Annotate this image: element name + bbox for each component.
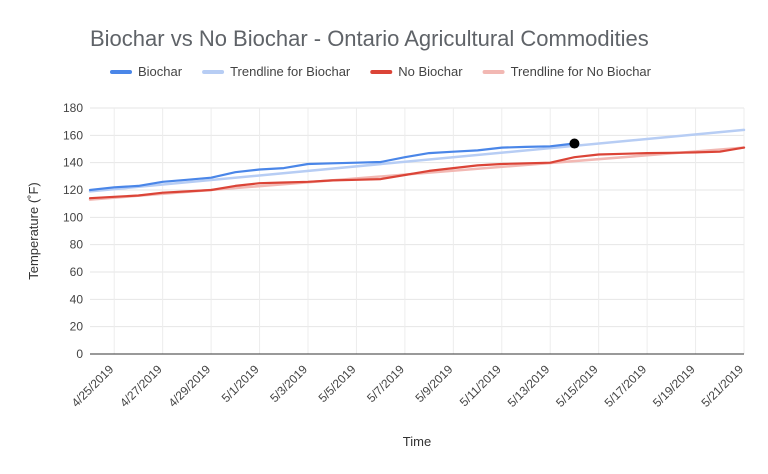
x-tick-label: 5/9/2019 [413, 362, 456, 405]
y-tick-label: 140 [63, 156, 83, 170]
series-line-biochar [88, 142, 576, 192]
y-axis-ticks: 0 20 40 60 80 100 120 140 160 180 [63, 101, 83, 361]
x-axis-title: Time [403, 434, 431, 449]
x-tick-label: 5/3/2019 [267, 362, 310, 405]
y-tick-label: 180 [63, 101, 83, 115]
legend-item: Trendline for Biochar [230, 64, 351, 79]
y-axis-title: Temperature (˚F) [26, 182, 41, 280]
x-tick-label: 4/27/2019 [117, 362, 165, 410]
y-tick-label: 60 [70, 265, 84, 279]
y-tick-label: 0 [76, 347, 83, 361]
series-layer [88, 128, 746, 201]
trendline-biochar [88, 128, 746, 193]
x-tick-label: 4/25/2019 [69, 362, 117, 410]
x-tick-label: 5/7/2019 [364, 362, 407, 405]
x-axis-ticks: 4/25/2019 4/27/2019 4/29/2019 5/1/2019 5/3/2… [69, 362, 747, 410]
legend-item: No Biochar [398, 64, 463, 79]
x-tick-label: 5/11/2019 [457, 362, 504, 409]
x-tick-label: 5/21/2019 [698, 362, 746, 410]
legend-item: Trendline for No Biochar [511, 64, 652, 79]
grid [90, 107, 745, 354]
highlight-point [569, 138, 580, 149]
y-tick-label: 20 [70, 320, 84, 334]
series-line-no-biochar [88, 146, 746, 200]
x-tick-label: 5/17/2019 [602, 362, 650, 410]
x-tick-label: 5/19/2019 [650, 362, 698, 410]
chart-title: Biochar vs No Biochar - Ontario Agricult… [90, 26, 649, 51]
x-tick-label: 5/1/2019 [219, 362, 262, 405]
x-tick-label: 5/15/2019 [553, 362, 601, 410]
x-tick-label: 4/29/2019 [166, 362, 214, 410]
y-tick-label: 40 [70, 292, 84, 306]
y-tick-label: 80 [70, 238, 84, 252]
y-tick-label: 100 [63, 210, 83, 224]
legend: Biochar Trendline for Biochar No Biochar Tr… [110, 64, 652, 79]
y-tick-label: 160 [63, 128, 83, 142]
x-tick-label: 5/5/2019 [316, 362, 359, 405]
legend-item: Biochar [138, 64, 183, 79]
y-tick-label: 120 [63, 183, 83, 197]
x-tick-label: 5/13/2019 [505, 362, 553, 410]
